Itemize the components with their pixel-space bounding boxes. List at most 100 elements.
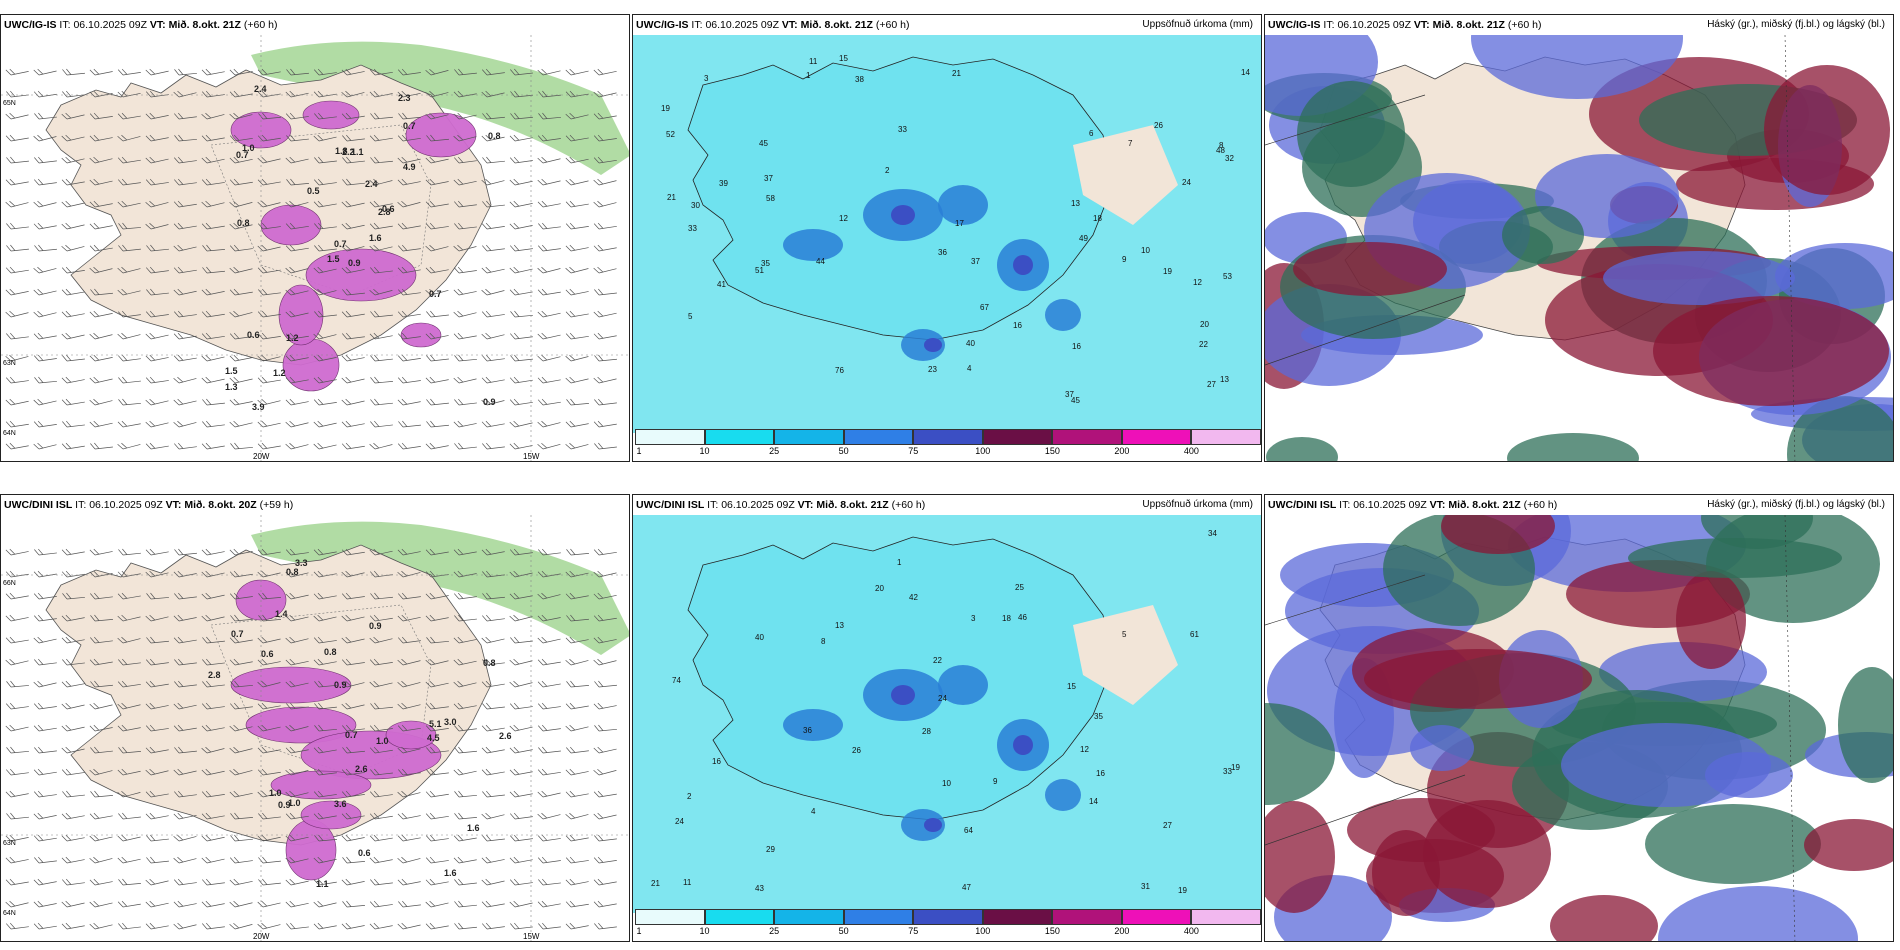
wind-barb — [481, 398, 505, 406]
wind-barb — [285, 636, 309, 644]
wind-barb — [565, 68, 589, 76]
wind-barb — [145, 900, 169, 908]
wind-barb — [202, 878, 225, 886]
cloud-layer-area — [1658, 886, 1858, 941]
wind-barb — [33, 636, 57, 644]
wind-barb — [33, 266, 57, 274]
wind-barb — [285, 442, 309, 450]
wind-barb — [454, 812, 477, 820]
wind-barb — [313, 376, 337, 384]
precip-value: 1.2 — [286, 333, 299, 343]
wind-barb — [425, 592, 449, 600]
wind-barb — [369, 548, 393, 556]
wind-barb — [117, 266, 141, 274]
wind-barb — [454, 442, 477, 450]
wind-barb — [285, 354, 309, 362]
wind-barb — [145, 724, 169, 732]
wind-barb — [398, 900, 421, 908]
colorbar-tick: 100 — [975, 446, 991, 456]
wind-barb — [454, 922, 477, 930]
wind-barb — [285, 90, 309, 98]
wind-barb — [370, 420, 393, 428]
wind-barb — [145, 156, 169, 164]
wind-barb — [5, 178, 29, 186]
wind-barb — [201, 834, 225, 842]
wind-barb — [425, 288, 449, 296]
wind-barb — [61, 922, 85, 930]
wind-barb — [33, 222, 57, 230]
colorbar-tick: 75 — [908, 446, 919, 456]
wind-barb — [61, 812, 85, 820]
point-value: 4 — [967, 364, 972, 373]
wind-barb — [33, 178, 57, 186]
wind-barb — [201, 570, 225, 578]
wind-barb — [342, 288, 365, 296]
wind-barb — [481, 266, 505, 274]
wind-barb — [538, 746, 561, 754]
cloud-layer-area — [1838, 667, 1893, 783]
wind-barb — [5, 724, 29, 732]
wind-barb — [229, 658, 253, 666]
wind-barb — [593, 134, 617, 142]
wind-barb — [229, 768, 253, 776]
precip-value: 2.4 — [365, 179, 378, 189]
wind-barb — [89, 420, 113, 428]
wind-barb — [173, 156, 197, 164]
point-value: 35 — [761, 259, 770, 268]
wind-barb — [285, 376, 309, 384]
precip-blob — [405, 112, 477, 158]
precip-value: 0.7 — [334, 239, 347, 249]
very-heavy-precip-area — [891, 205, 915, 225]
wind-barb — [229, 900, 253, 908]
wind-barb — [173, 376, 197, 384]
wind-barb — [314, 724, 337, 732]
wind-barb — [509, 856, 533, 864]
point-value: 31 — [1141, 882, 1150, 891]
colorbar-segment — [982, 909, 1053, 925]
wind-barb — [174, 442, 197, 450]
wind-barb — [33, 878, 57, 886]
wind-barb — [118, 376, 141, 384]
wind-barb — [482, 442, 505, 450]
point-value: 26 — [852, 746, 861, 755]
precip-value: 1.8 — [335, 146, 348, 156]
wind-barb — [5, 856, 29, 864]
wind-barb — [482, 658, 505, 666]
wind-barb — [565, 900, 589, 908]
heavy-precip-area — [901, 809, 945, 841]
precip-value: 0.7 — [429, 289, 442, 299]
wind-barb — [6, 222, 29, 230]
wind-barb — [89, 68, 113, 76]
colorbar-segment — [635, 909, 705, 925]
wind-barb — [285, 570, 309, 578]
wind-barb — [145, 178, 169, 186]
wind-barb — [89, 332, 113, 340]
wind-barb — [565, 90, 589, 98]
wind-barb — [537, 288, 561, 296]
wind-barb — [145, 570, 169, 578]
valid-time: Mið. 8.okt. 21Z — [168, 19, 241, 31]
precip-value: 0.8 — [483, 658, 496, 668]
wind-barb — [509, 746, 533, 754]
wind-barb — [313, 134, 337, 142]
wind-barb — [33, 812, 57, 820]
wind-barb — [61, 768, 85, 776]
wind-barb — [61, 178, 85, 186]
wind-barb — [369, 442, 393, 450]
wind-barb — [369, 332, 393, 340]
wind-barb — [454, 878, 477, 886]
wind-barb — [89, 354, 113, 362]
wind-barb — [510, 90, 533, 98]
wind-barb — [509, 614, 533, 622]
wind-barb — [510, 68, 533, 76]
wind-barb — [201, 442, 225, 450]
colorbar-segment — [1052, 429, 1122, 445]
point-value: 37 — [971, 257, 980, 266]
point-value: 23 — [928, 365, 937, 374]
wind-barb — [537, 856, 561, 864]
wind-barb — [5, 310, 29, 318]
valid-time: Mið. 8.okt. 21Z — [816, 499, 889, 511]
init-time: 06.10.2025 09Z — [705, 19, 779, 31]
wind-barb — [565, 702, 589, 710]
wind-barb — [565, 878, 589, 886]
